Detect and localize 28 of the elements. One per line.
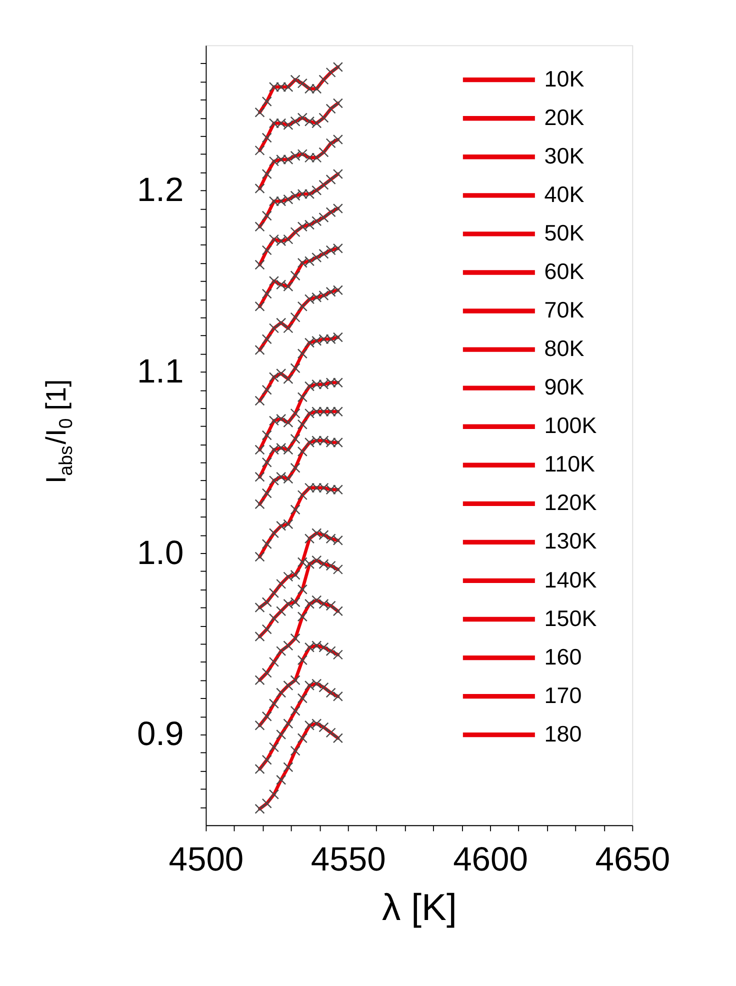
legend-label: 180 [544, 721, 582, 746]
legend-label: 150K [544, 606, 597, 631]
legend-label: 50K [544, 220, 584, 246]
x-axis-title: λ [K] [382, 886, 457, 928]
x-tick-label: 4650 [595, 842, 670, 879]
legend-label: 120K [544, 490, 597, 516]
legend-label: 20K [544, 104, 584, 130]
x-tick-label: 4600 [453, 842, 528, 879]
legend-label: 90K [544, 374, 584, 400]
y-tick-label: 1.2 [136, 172, 184, 210]
legend-label: 40K [544, 182, 584, 207]
x-tick-label: 4550 [310, 842, 386, 879]
legend-label: 110K [544, 452, 596, 477]
y-axis-title: Iabs/I0 [1] [40, 379, 76, 484]
legend-label: 80K [544, 336, 584, 362]
legend-label: 30K [544, 143, 584, 168]
legend-label: 100K [544, 413, 597, 438]
legend-label: 140K [544, 567, 597, 592]
legend-label: 70K [544, 298, 584, 323]
y-tick-label: 0.9 [136, 716, 184, 754]
y-tick-label: 1.0 [136, 534, 184, 572]
legend-label: 130K [544, 528, 597, 554]
legend-label: 160 [544, 644, 582, 670]
legend-label: 60K [544, 259, 584, 284]
x-tick-label: 4500 [168, 842, 244, 879]
legend-label: 10K [544, 66, 584, 92]
y-tick-label: 1.1 [136, 353, 184, 390]
legend-label: 170 [544, 682, 582, 708]
